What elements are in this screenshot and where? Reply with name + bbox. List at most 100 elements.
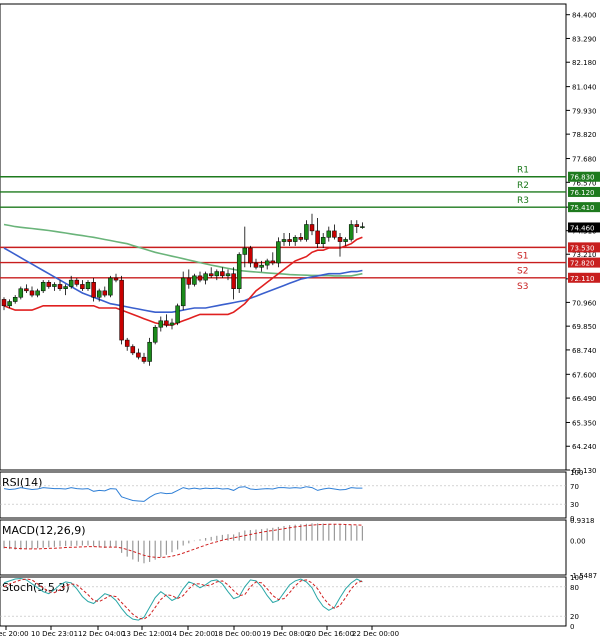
candle-body — [214, 271, 220, 277]
pivot-price-tag: 75.410 — [570, 204, 595, 212]
candle-body — [57, 284, 63, 289]
pivot-label-s2: S2 — [517, 267, 528, 277]
macd-tick-label: 0.9318 — [570, 517, 595, 525]
candle-body — [74, 279, 80, 285]
candle-body — [80, 284, 85, 289]
candle-body — [276, 241, 281, 264]
price-tick-label: 68.740 — [572, 347, 597, 355]
candle-body — [242, 247, 248, 255]
price-tick-label: 73.210 — [572, 251, 597, 259]
candle-body — [259, 264, 264, 268]
candle-body — [337, 237, 343, 242]
candle-body — [220, 271, 225, 277]
pivot-price-tag-bg — [568, 272, 600, 283]
pivot-price-tag: 72.820 — [570, 260, 595, 268]
candle-body — [320, 237, 326, 244]
price-tick-label: 64.240 — [572, 443, 597, 451]
candle-body — [24, 288, 29, 292]
rsi-tick-label: 100 — [570, 469, 583, 477]
candle-body — [326, 230, 332, 238]
stoch-tick-label: 80 — [570, 584, 579, 592]
candle-body — [96, 290, 102, 298]
candle-body — [18, 288, 24, 298]
price-tick-label: 69.850 — [572, 323, 597, 331]
candle-body — [102, 290, 108, 296]
price-tick-label: 79.930 — [572, 107, 597, 115]
time-tick-label: 22 Dec 00:00 — [352, 630, 399, 638]
candle-body — [287, 239, 292, 242]
price-tick-label: 81.040 — [572, 84, 597, 92]
pivot-label-r1: R1 — [517, 166, 529, 176]
rsi-tick-label: 0 — [570, 515, 574, 523]
candle-body — [85, 282, 91, 289]
candle-body — [158, 320, 164, 328]
time-tick-label: 10 Dec 23:01 — [31, 630, 78, 638]
candle-body — [124, 339, 130, 347]
pivot-price-tag-bg — [568, 202, 600, 213]
price-tick-label: 84.400 — [572, 12, 597, 20]
time-tick-label: 18 Dec 00:00 — [214, 630, 261, 638]
macd-signal-line — [3, 523, 363, 559]
rsi-label: RSI(14) — [2, 476, 42, 489]
candle-body — [91, 282, 96, 298]
candle-body — [180, 277, 186, 307]
pivot-label-r3: R3 — [517, 196, 529, 206]
price-tick-label: 78.820 — [572, 131, 597, 139]
candle-body — [231, 273, 236, 289]
macd-label: MACD(12,26,9) — [2, 524, 86, 537]
time-tick-label: 20 Dec 16:00 — [307, 630, 354, 638]
candle-body — [119, 279, 124, 341]
candle-body — [141, 356, 147, 362]
candle-body — [186, 277, 192, 285]
candle-body — [236, 254, 242, 289]
candle-body — [270, 260, 276, 264]
pivot-price-tag: 73.530 — [570, 244, 595, 252]
pivot-price-tag-bg — [568, 186, 600, 197]
candle-body — [175, 305, 180, 324]
price-pane-frame — [0, 3, 567, 471]
candle-body — [1, 299, 7, 307]
candle-body — [63, 286, 68, 289]
stoch-tick-label: 100 — [570, 574, 583, 582]
candle-body — [52, 284, 57, 287]
candle-body — [354, 224, 360, 227]
candle-body — [315, 230, 320, 244]
moving-average-slow — [3, 223, 363, 277]
candle-body — [35, 290, 40, 296]
pivot-label-s3: S3 — [517, 282, 528, 292]
pivot-label-r2: R2 — [517, 181, 529, 191]
stoch-frame — [0, 576, 567, 627]
stoch-d-line — [3, 578, 363, 620]
candle-body — [7, 301, 12, 307]
rsi-line — [3, 486, 363, 502]
candle-body — [29, 290, 35, 296]
price-tick-label: 76.570 — [572, 179, 597, 187]
candle-body — [164, 320, 169, 326]
candle-body — [169, 322, 175, 326]
candle-body — [68, 279, 74, 287]
macd-tick-label: 0.00 — [570, 538, 586, 546]
pivot-price-tag-bg — [568, 257, 600, 268]
candle-body — [192, 275, 197, 285]
price-pane: 84.400 83.290 82.180 81.040 79.930 78.820 77.6… — [0, 3, 600, 475]
last-price-tag: 74.460 — [570, 224, 595, 232]
pivot-price-tag-bg — [568, 171, 600, 182]
pivot-price-tag-bg — [568, 242, 600, 253]
stochastic-pane: 100 80 20 0 Stoch(5,5,3) — [0, 574, 583, 631]
price-tick-label: 66.490 — [572, 395, 597, 403]
candle-body — [309, 224, 315, 232]
macd-pane: 0.9318 0.00 -1.5487 MACD(12,26,9) — [0, 517, 597, 580]
candle-body — [225, 273, 231, 277]
time-tick-label: 7 Dec 20:00 — [0, 630, 29, 638]
candle-body — [113, 277, 119, 281]
pivot-price-tag: 72.110 — [570, 275, 595, 283]
price-tick-label: 67.600 — [572, 371, 597, 379]
candle-body — [304, 224, 309, 240]
price-tick-label: 63.130 — [572, 467, 597, 475]
candle-body — [203, 273, 208, 281]
pivot-label-s1: S1 — [517, 251, 528, 261]
macd-frame — [0, 519, 567, 576]
time-tick-label: 12 Dec 04:00 — [78, 630, 125, 638]
